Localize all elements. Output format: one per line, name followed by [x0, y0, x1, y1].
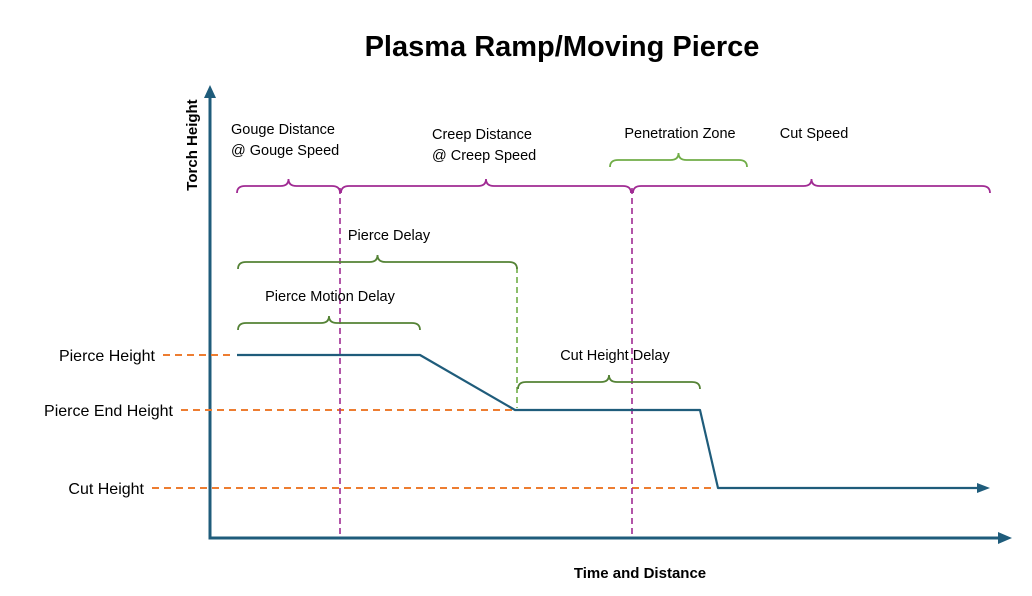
- diagram-title: Plasma Ramp/Moving Pierce: [365, 31, 760, 63]
- pierce-end-height-label: Pierce End Height: [44, 403, 174, 420]
- x-axis-label: Time and Distance: [574, 565, 706, 582]
- pierce-delay-label: Pierce Delay: [348, 228, 431, 244]
- profile-arrowhead-icon: [977, 483, 990, 493]
- cut-height-label: Cut Height: [68, 481, 144, 498]
- cut-speed-label: Cut Speed: [780, 126, 849, 142]
- x-axis-arrowhead-icon: [998, 532, 1012, 544]
- gouge-distance-brace: [236, 178, 341, 194]
- creep-distance-label-line1: Creep Distance: [432, 127, 532, 143]
- gouge-distance-label-line1: Gouge Distance: [231, 122, 335, 138]
- pierce-motion-delay-label: Pierce Motion Delay: [265, 289, 395, 305]
- axes-line: [208, 96, 1000, 540]
- cut-height-delay-label: Cut Height Delay: [560, 348, 670, 364]
- creep-distance-brace: [340, 178, 632, 194]
- y-axis-arrowhead-icon: [204, 85, 216, 98]
- gouge-distance-label-line2: @ Gouge Speed: [231, 143, 339, 159]
- penetration-zone-label: Penetration Zone: [624, 126, 735, 142]
- pierce-delay-brace: [237, 254, 518, 270]
- cut-height-delay-brace: [517, 374, 701, 390]
- cut-speed-brace: [632, 178, 991, 194]
- pierce-motion-delay-brace: [237, 315, 421, 331]
- penetration-zone-brace: [609, 152, 748, 168]
- torch-height-profile-line: [237, 353, 978, 490]
- pierce-height-label: Pierce Height: [59, 348, 156, 365]
- y-axis-label: Torch Height: [184, 99, 201, 190]
- creep-distance-label-line2: @ Creep Speed: [432, 148, 536, 164]
